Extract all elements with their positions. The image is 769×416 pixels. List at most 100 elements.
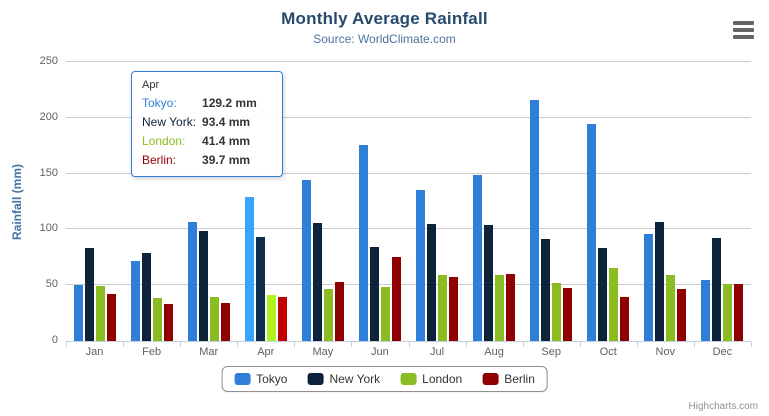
bar-tokyo-sep[interactable] — [530, 99, 540, 341]
x-axis-tick — [636, 342, 638, 347]
legend-item-berlin[interactable]: Berlin — [482, 372, 535, 386]
x-axis-tick — [465, 342, 467, 347]
bar-berlin-jun[interactable] — [391, 256, 401, 341]
bar-tokyo-mar[interactable] — [187, 222, 197, 341]
tooltip-series-label: Tokyo: — [142, 96, 177, 110]
x-axis-label-jan: Jan — [85, 346, 104, 358]
bar-new-york-feb[interactable] — [141, 253, 151, 341]
bar-tokyo-nov[interactable] — [644, 234, 654, 341]
bar-berlin-jul[interactable] — [449, 276, 458, 341]
legend-item-london[interactable]: London — [400, 372, 462, 386]
bar-tokyo-aug[interactable] — [473, 175, 483, 341]
legend-swatch-icon — [234, 373, 251, 385]
bar-new-york-mar[interactable] — [198, 231, 208, 341]
bar-london-nov[interactable] — [666, 274, 676, 341]
bar-berlin-sep[interactable] — [563, 287, 573, 341]
bar-berlin-aug[interactable] — [506, 273, 516, 341]
x-axis-label-jun: Jun — [371, 346, 389, 358]
hamburger-icon — [733, 28, 754, 32]
gridline-50 — [66, 284, 751, 286]
bar-new-york-may[interactable] — [312, 222, 322, 341]
x-axis-tick — [522, 342, 524, 347]
bar-berlin-dec[interactable] — [734, 283, 744, 341]
x-axis-label-nov: Nov — [655, 346, 676, 358]
gridline-250 — [66, 61, 751, 62]
bar-new-york-oct[interactable] — [598, 247, 608, 341]
tooltip-series-label: Berlin: — [142, 153, 177, 167]
legend-swatch-icon — [400, 373, 417, 385]
bar-tokyo-may[interactable] — [301, 180, 311, 341]
legend: Tokyo New York London Berlin — [221, 366, 548, 392]
bar-new-york-jan[interactable] — [84, 247, 94, 341]
bar-group-feb — [123, 62, 180, 341]
bar-new-york-jun[interactable] — [369, 246, 379, 341]
tooltip-series-value: 129.2 mm — [202, 96, 257, 110]
hamburger-icon — [733, 21, 754, 25]
x-axis-tick — [180, 342, 182, 347]
x-axis-tick — [123, 342, 125, 347]
bar-tokyo-apr[interactable] — [244, 196, 254, 341]
bar-london-oct[interactable] — [609, 268, 619, 341]
bar-tokyo-oct[interactable] — [587, 124, 597, 341]
y-axis-label: 100 — [39, 222, 58, 235]
x-axis-label-mar: Mar — [199, 346, 219, 358]
legend-item-tokyo[interactable]: Tokyo — [234, 372, 287, 386]
y-axis-label: 150 — [39, 166, 58, 179]
x-axis-label-apr: Apr — [257, 346, 275, 358]
credits-link[interactable]: Highcharts.com — [688, 401, 758, 412]
bar-london-jul[interactable] — [438, 275, 447, 341]
bar-london-may[interactable] — [323, 288, 333, 341]
bar-london-jun[interactable] — [380, 287, 390, 341]
bar-london-jan[interactable] — [95, 286, 105, 341]
x-axis-ticks — [66, 342, 752, 347]
legend-label: London — [422, 372, 463, 386]
bar-new-york-aug[interactable] — [484, 224, 494, 341]
gridline-200 — [66, 116, 751, 118]
bar-new-york-dec[interactable] — [712, 238, 722, 341]
hamburger-icon — [733, 35, 754, 39]
x-axis-tick — [693, 342, 695, 347]
legend-item-new-york[interactable]: New York — [307, 372, 380, 386]
x-axis-label-jul: Jul — [429, 346, 445, 358]
bar-london-feb[interactable] — [152, 297, 162, 341]
x-axis-tick — [579, 342, 581, 347]
bar-tokyo-dec[interactable] — [701, 280, 711, 341]
legend-label: Tokyo — [256, 372, 288, 386]
bar-tokyo-feb[interactable] — [130, 261, 140, 341]
bar-london-aug[interactable] — [495, 274, 505, 341]
tooltip-series-label: London: — [142, 134, 186, 148]
bar-tokyo-jul[interactable] — [416, 189, 425, 341]
bar-berlin-nov[interactable] — [677, 288, 687, 341]
tooltip-series-value: 41.4 mm — [202, 134, 251, 148]
tooltip: Apr Tokyo: 129.2 mm New York: 93.4 mm London… — [131, 71, 283, 177]
bar-berlin-feb[interactable] — [163, 303, 173, 341]
bar-new-york-jul[interactable] — [427, 223, 436, 341]
gridline-100 — [66, 228, 751, 230]
bar-new-york-apr[interactable] — [255, 236, 265, 341]
bar-berlin-mar[interactable] — [220, 302, 230, 341]
bar-london-apr[interactable] — [266, 294, 276, 341]
y-axis-label: 250 — [39, 55, 58, 67]
bar-new-york-sep[interactable] — [541, 239, 551, 341]
bar-group-oct — [580, 62, 637, 341]
y-axis-labels: 0 50 100 150 200 250 — [0, 55, 58, 346]
bar-berlin-may[interactable] — [334, 282, 344, 341]
bar-london-sep[interactable] — [552, 282, 562, 341]
bar-berlin-apr[interactable] — [277, 296, 287, 341]
bar-tokyo-jun[interactable] — [358, 144, 368, 341]
bar-groups — [66, 62, 751, 341]
bar-group-jul — [408, 62, 465, 341]
tooltip-category: Apr — [142, 79, 160, 91]
bar-london-dec[interactable] — [723, 283, 733, 341]
x-axis-label-dec: Dec — [712, 346, 733, 358]
bar-new-york-nov[interactable] — [655, 222, 665, 341]
bar-berlin-oct[interactable] — [620, 297, 630, 341]
bar-tokyo-jan[interactable] — [73, 285, 83, 341]
bar-berlin-jan[interactable] — [106, 293, 116, 341]
bar-group-sep — [523, 62, 580, 341]
export-menu-button[interactable] — [733, 20, 755, 40]
bar-group-dec — [694, 62, 751, 341]
bar-london-mar[interactable] — [209, 297, 219, 341]
x-axis-tick — [66, 342, 67, 347]
tooltip-series-label: New York: — [142, 115, 197, 129]
